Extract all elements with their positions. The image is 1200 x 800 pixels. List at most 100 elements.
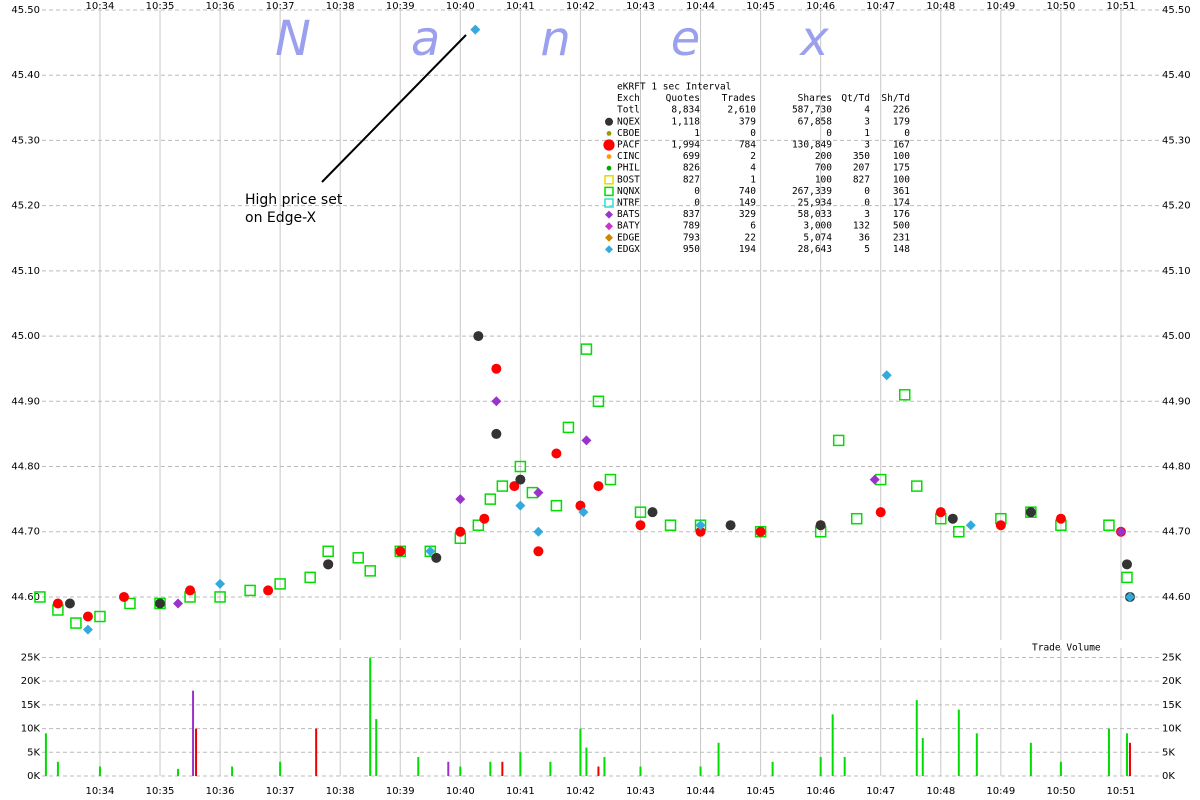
legend-cell: 6 [750,221,756,232]
y-tick-label: 45.00 [1162,331,1191,342]
x-tick-label: 10:34 [86,786,115,797]
legend-cell: 207 [853,163,870,174]
legend-exch: CINC [617,151,640,162]
legend-cell: 267,339 [792,186,832,197]
x-tick-label: 10:42 [566,1,595,12]
marker [898,389,911,401]
marker [491,363,502,374]
legend-cell: 1,118 [671,116,700,127]
y-tick-label: 45.40 [11,70,40,81]
marker [52,598,63,609]
x-tick-label: 10:50 [1046,786,1075,797]
marker [364,565,376,577]
legend-exch: PHIL [617,163,640,174]
volume-bar [417,757,420,776]
legend-cell: 0 [864,198,870,209]
volume-bar [375,719,378,776]
marker [323,559,334,570]
x-tick-label: 10:51 [1107,786,1136,797]
legend-marker [605,210,613,219]
legend-cell: 5 [864,244,870,255]
x-tick-label: 10:41 [506,1,535,12]
marker [304,571,316,584]
marker [455,526,466,537]
legend-cell: 700 [815,163,832,174]
volume-bar [279,761,282,776]
marker [484,493,497,505]
marker [533,526,544,537]
x-tick-label: 10:41 [506,786,535,797]
annotation: High price set [245,192,343,208]
marker [832,434,845,447]
annotation: on Edge-X [245,210,316,226]
marker [491,428,502,439]
legend-marker [603,139,615,151]
marker [578,507,589,518]
x-tick-label: 10:47 [866,1,895,12]
legend-cell: 58,033 [798,209,832,220]
x-tick-label: 10:48 [926,786,955,797]
legend-exch: EDGE [617,232,640,243]
volume-bar [831,714,834,776]
legend-marker [606,154,612,160]
marker [533,487,544,498]
marker [425,546,436,557]
marker [1115,526,1126,537]
marker [479,513,490,524]
volume-bar [447,761,450,776]
legend-cell: Trades [722,93,756,104]
x-tick-label: 10:40 [446,1,475,12]
y-tick-label: 45.10 [1162,266,1191,277]
x-tick-label: 10:39 [386,786,415,797]
legend-cell: 350 [853,151,870,162]
legend-cell: 3 [864,209,870,220]
marker [214,591,226,603]
x-tick-label: 10:36 [206,786,235,797]
marker [635,520,646,531]
marker [515,474,526,485]
legend-cell: 837 [683,209,700,220]
x-tick-label: 10:44 [686,786,715,797]
volume-bar [369,657,372,776]
volume-bar [549,761,552,776]
legend-marker [604,186,614,197]
y-tick-label: 44.70 [1162,527,1191,538]
marker [695,520,706,531]
legend-exch: BATY [617,221,640,232]
legend-cell: 0 [826,128,832,139]
legend-cell: 194 [739,244,756,255]
legend-cell: Shares [798,93,832,104]
legend-exch: BOST [617,174,640,185]
legend-cell: Qt/Td [841,93,870,104]
marker [1121,571,1133,584]
y-tick-label: 44.90 [1162,396,1191,407]
marker [472,519,485,531]
marker [850,512,863,525]
legend-marker [605,222,613,231]
x-tick-label: 10:49 [986,786,1015,797]
volume-bar [771,761,774,776]
volume-bar [1059,761,1062,776]
marker [173,598,184,609]
marker [274,578,286,590]
marker [881,370,892,381]
y-tick-label: 45.20 [11,201,40,212]
x-tick-label: 10:49 [986,1,1015,12]
marker [593,481,604,492]
y-tick-label: 45.30 [1162,135,1191,146]
legend-cell: 950 [683,244,700,255]
legend-cell: 361 [893,186,910,197]
legend-exch: PACF [617,140,640,151]
volume-bar [717,742,720,776]
volume-bar [843,757,846,776]
legend-cell: 130,849 [792,140,832,151]
y-tick-label: 45.30 [11,135,40,146]
x-tick-label: 10:39 [386,1,415,12]
marker [935,507,946,518]
legend-cell: 826 [683,163,700,174]
y-tick-label: 20K [1162,676,1182,687]
legend-cell: 740 [739,186,756,197]
volume-bar [44,733,47,776]
marker [755,526,766,537]
marker [431,552,442,563]
